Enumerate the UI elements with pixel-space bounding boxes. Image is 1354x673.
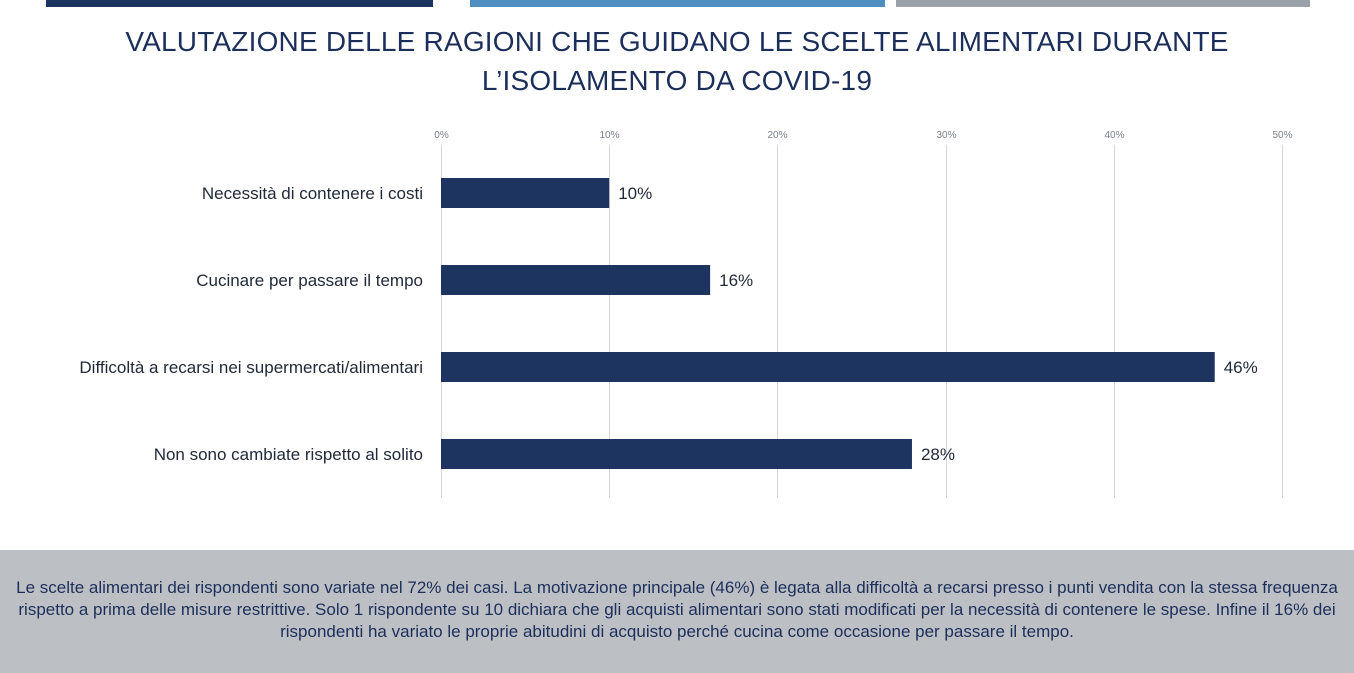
top-band-dark xyxy=(46,0,433,7)
chart-data-labels: 10% 16% 46% 28% xyxy=(618,184,1258,464)
category-label: Necessità di contenere i costi xyxy=(202,184,423,203)
x-tick-label: 0% xyxy=(434,130,449,141)
category-label: Non sono cambiate rispetto al solito xyxy=(154,445,423,464)
x-tick-label: 10% xyxy=(599,130,619,141)
summary-text: Le scelte alimentari dei rispondenti son… xyxy=(16,578,1338,641)
data-label: 10% xyxy=(618,184,652,203)
x-tick-label: 30% xyxy=(936,130,956,141)
data-label: 46% xyxy=(1224,358,1258,377)
chart-category-labels: Necessità di contenere i costi Cucinare p… xyxy=(79,184,423,464)
bar-chart: 0% 10% 20% 30% 40% 50% Necessità di contenere… xyxy=(79,130,1293,498)
x-tick-label: 20% xyxy=(767,130,787,141)
chart-x-ticks: 0% 10% 20% 30% 40% 50% xyxy=(434,130,1292,141)
bar xyxy=(441,265,711,295)
data-label: 28% xyxy=(921,445,955,464)
bar xyxy=(441,439,912,469)
summary-panel: Le scelte alimentari dei rispondenti son… xyxy=(0,550,1354,673)
top-band-blue xyxy=(470,0,885,7)
category-label: Cucinare per passare il tempo xyxy=(196,271,423,290)
data-label: 16% xyxy=(719,271,753,290)
bar xyxy=(441,352,1215,382)
x-tick-label: 40% xyxy=(1104,130,1124,141)
bar xyxy=(441,178,610,208)
page-title: VALUTAZIONE DELLE RAGIONI CHE GUIDANO LE… xyxy=(60,22,1294,100)
title-line-1: VALUTAZIONE DELLE RAGIONI CHE GUIDANO LE… xyxy=(125,26,1229,57)
category-label: Difficoltà a recarsi nei supermercati/al… xyxy=(79,358,423,377)
title-line-2: L’ISOLAMENTO DA COVID-19 xyxy=(481,65,873,96)
top-band-gray xyxy=(896,0,1310,7)
x-tick-label: 50% xyxy=(1272,130,1292,141)
chart-bars xyxy=(441,178,1215,469)
